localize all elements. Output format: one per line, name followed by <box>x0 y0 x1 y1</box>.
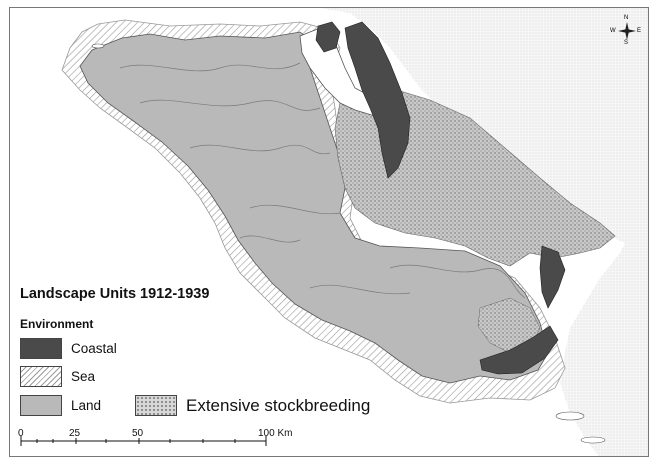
north-arrow <box>616 20 638 42</box>
map-frame: Landscape Units 1912-1939 Environment Co… <box>9 7 649 457</box>
legend-item-coastal: Coastal <box>20 338 117 359</box>
island <box>580 436 606 444</box>
land-contours <box>119 62 526 299</box>
coastal-area-north <box>344 21 411 179</box>
legend-item-sea: Sea <box>20 366 95 387</box>
east-letter: E <box>637 28 642 34</box>
scale-tick-label: 50 <box>132 428 144 439</box>
neighbouring-territory <box>320 8 648 456</box>
island <box>91 43 105 49</box>
north-letter: N <box>624 15 629 21</box>
land-area <box>79 31 549 384</box>
coastal-area-south <box>479 325 559 375</box>
legend-label-coastal: Coastal <box>71 341 117 356</box>
legend-label-stockbreeding: Extensive stockbreeding <box>186 395 371 415</box>
stockbreeding-swatch <box>135 395 177 416</box>
island <box>555 411 585 421</box>
legend-label-sea: Sea <box>71 369 96 384</box>
coastal-swatch <box>20 338 62 359</box>
west-letter: W <box>610 28 616 34</box>
scale-bar <box>20 436 267 446</box>
coastal-area-northwest <box>315 21 341 53</box>
legend-title: Landscape Units 1912-1939 <box>20 286 210 302</box>
sea-swatch <box>20 366 62 387</box>
south-letter: S <box>624 40 629 46</box>
scale-tick-label: 100 Km <box>258 428 293 439</box>
legend-subtitle: Environment <box>20 317 94 331</box>
coastal-area-east <box>539 245 566 309</box>
land-swatch <box>20 395 62 416</box>
legend-item-stockbreeding: Extensive stockbreeding <box>135 395 370 416</box>
map-canvas <box>20 8 648 456</box>
scale-tick-label: 25 <box>69 428 81 439</box>
scale-tick-label: 0 <box>18 428 24 439</box>
legend-label-land: Land <box>71 398 102 413</box>
legend-item-land: Land <box>20 395 101 416</box>
